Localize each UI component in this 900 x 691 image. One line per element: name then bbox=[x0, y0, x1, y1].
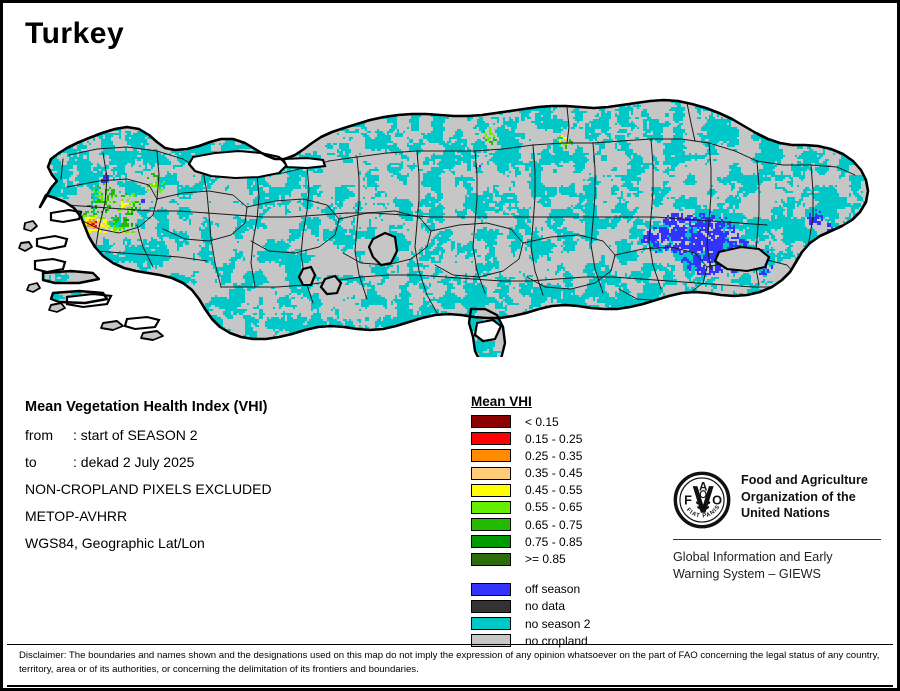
legend-class-row[interactable]: 0.65 - 0.75 bbox=[471, 517, 651, 532]
vhi-map[interactable] bbox=[7, 47, 897, 357]
legend-class-swatch bbox=[471, 535, 511, 549]
legend-special-label: no cropland bbox=[525, 633, 588, 648]
footer-divider bbox=[7, 685, 893, 687]
legend-special-row[interactable]: no cropland bbox=[471, 633, 651, 648]
fao-org-line-3: United Nations bbox=[741, 506, 830, 521]
legend-special-label: off season bbox=[525, 582, 581, 597]
info-row-from: from: start of SEASON 2 bbox=[25, 427, 445, 443]
giews-line-1: Global Information and Early bbox=[673, 550, 833, 564]
info-note-sensor: METOP-AVHRR bbox=[25, 508, 128, 524]
legend-class-row[interactable]: 0.35 - 0.45 bbox=[471, 466, 651, 481]
legend-class-row[interactable]: < 0.15 bbox=[471, 414, 651, 429]
legend-class-label: < 0.15 bbox=[525, 414, 559, 429]
legend-class-row[interactable]: 0.75 - 0.85 bbox=[471, 534, 651, 549]
legend-class-label: 0.65 - 0.75 bbox=[525, 517, 583, 532]
info-sep-from: : bbox=[73, 427, 81, 443]
vhi-pixel-raster bbox=[7, 47, 897, 357]
legend-special-swatch bbox=[471, 582, 511, 596]
legend-class-swatch bbox=[471, 466, 511, 480]
legend-special-list: off season no data no season 2 no cropland bbox=[471, 582, 651, 649]
legend-class-row[interactable]: 0.55 - 0.65 bbox=[471, 500, 651, 515]
legend-class-swatch bbox=[471, 415, 511, 428]
legend-class-swatch bbox=[471, 518, 511, 532]
legend-class-row[interactable]: >= 0.85 bbox=[471, 552, 651, 567]
legend-class-row[interactable]: 0.15 - 0.25 bbox=[471, 431, 651, 446]
legend-class-label: 0.75 - 0.85 bbox=[525, 534, 583, 549]
legend-class-list: < 0.15 0.15 - 0.25 0.25 - 0.35 0.35 - 0.45 0… bbox=[471, 414, 651, 567]
fao-letter-a: A bbox=[699, 481, 708, 494]
legend-special-row[interactable]: off season bbox=[471, 582, 651, 597]
legend-special-label: no data bbox=[525, 599, 566, 614]
page-title: Turkey bbox=[25, 17, 125, 50]
legend-class-swatch bbox=[471, 500, 511, 514]
info-key-from: from bbox=[25, 427, 53, 443]
legend-special-label: no season 2 bbox=[525, 616, 591, 631]
legend-class-label: 0.15 - 0.25 bbox=[525, 431, 583, 446]
giews-label: Global Information and Early Warning Sys… bbox=[673, 549, 885, 582]
fao-header: F A O FIAT PANIS Food and Agriculture Or… bbox=[673, 471, 885, 529]
map-legend: Mean VHI < 0.15 0.15 - 0.25 0.25 - 0.35 0.3… bbox=[471, 394, 651, 650]
fao-letter-o: O bbox=[712, 493, 722, 508]
fao-letter-f: F bbox=[684, 493, 692, 508]
legend-class-label: 0.25 - 0.35 bbox=[525, 448, 583, 463]
giews-line-2: Warning System – GIEWS bbox=[673, 566, 821, 581]
legend-special-row[interactable]: no data bbox=[471, 599, 651, 614]
fao-emblem-icon: F A O FIAT PANIS bbox=[673, 471, 731, 529]
map-description: Mean Vegetation Health Index (VHI) from:… bbox=[25, 399, 445, 562]
info-note-cropland: NON-CROPLAND PIXELS EXCLUDED bbox=[25, 481, 272, 497]
legend-special-swatch bbox=[471, 599, 511, 613]
fao-org-line-2: Organization of the bbox=[741, 489, 856, 504]
info-key-to: to bbox=[25, 454, 37, 470]
legend-class-label: 0.55 - 0.65 bbox=[525, 500, 583, 515]
legend-class-row[interactable]: 0.45 - 0.55 bbox=[471, 483, 651, 498]
legend-title: Mean VHI bbox=[471, 394, 532, 409]
fao-organization-name: Food and Agriculture Organization of the… bbox=[741, 471, 868, 522]
legend-class-row[interactable]: 0.25 - 0.35 bbox=[471, 448, 651, 463]
legend-class-swatch bbox=[471, 432, 511, 446]
legend-class-label: 0.45 - 0.55 bbox=[525, 483, 583, 498]
disclaimer-text: Disclaimer: The boundaries and names sho… bbox=[19, 650, 880, 676]
legend-special-swatch bbox=[471, 617, 511, 631]
info-note-projection: WGS84, Geographic Lat/Lon bbox=[25, 535, 205, 551]
disclaimer-divider bbox=[7, 644, 893, 645]
legend-class-swatch bbox=[471, 483, 511, 497]
fao-branding: F A O FIAT PANIS Food and Agriculture Or… bbox=[673, 471, 885, 582]
info-value-from: start of SEASON 2 bbox=[80, 427, 198, 443]
fao-org-line-1: Food and Agriculture bbox=[741, 473, 868, 487]
info-value-to: dekad 2 July 2025 bbox=[80, 454, 195, 470]
fao-divider bbox=[673, 539, 881, 540]
legend-spacer bbox=[471, 569, 651, 582]
legend-class-swatch bbox=[471, 552, 511, 566]
info-sep-to: : bbox=[73, 454, 81, 470]
legend-class-label: 0.35 - 0.45 bbox=[525, 466, 583, 481]
legend-class-label: >= 0.85 bbox=[525, 552, 566, 566]
legend-special-row[interactable]: no season 2 bbox=[471, 616, 651, 631]
legend-special-swatch bbox=[471, 634, 511, 648]
legend-class-swatch bbox=[471, 449, 511, 463]
map-subtitle: Mean Vegetation Health Index (VHI) bbox=[25, 399, 268, 415]
info-row-to: to: dekad 2 July 2025 bbox=[25, 454, 445, 470]
